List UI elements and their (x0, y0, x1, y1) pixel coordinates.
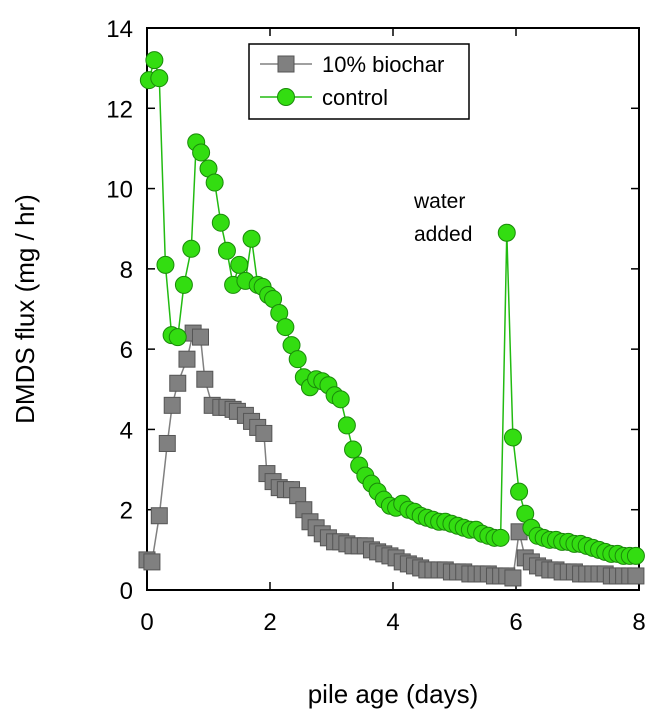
data-point-10-biochar (169, 374, 187, 392)
data-point-control (211, 213, 230, 232)
data-point-control (242, 229, 261, 248)
annotation-line-2: added (414, 223, 472, 246)
annotation-line-1: water (413, 190, 465, 213)
data-point-control (182, 239, 201, 258)
data-point-control (217, 241, 236, 260)
data-point-control (331, 390, 350, 409)
y-tick-label: 0 (120, 578, 133, 605)
data-point-10-biochar (504, 569, 522, 587)
y-axis-label: DMDS flux (mg / hr) (10, 194, 40, 424)
legend-label-biochar: 10% biochar (322, 52, 444, 77)
legend: 10% biochar control (248, 43, 470, 120)
data-point-10-biochar (143, 553, 161, 571)
x-tick-label: 6 (509, 609, 522, 636)
data-point-control (145, 51, 164, 70)
data-point-10-biochar (255, 424, 273, 442)
x-tick-label: 8 (632, 609, 645, 636)
y-tick-label: 12 (106, 96, 133, 123)
data-point-control (510, 482, 529, 501)
series-line-control (148, 57, 636, 557)
data-point-control (288, 350, 307, 369)
data-point-10-biochar (196, 370, 214, 388)
legend-marker-control (277, 88, 295, 106)
data-point-control (230, 255, 249, 274)
legend-label-control: control (322, 85, 388, 110)
data-point-10-biochar (150, 507, 168, 525)
data-point-control (344, 440, 363, 459)
axis-ticks: 0 2 4 6 8 0 2 4 6 8 10 12 14 (106, 16, 645, 636)
data-point-control (192, 143, 211, 162)
data-point-control (503, 428, 522, 447)
x-tick-label: 4 (386, 609, 399, 636)
data-point-10-biochar (627, 567, 645, 585)
y-tick-label: 2 (120, 498, 133, 525)
data-point-10-biochar (178, 350, 196, 368)
data-point-control (491, 528, 510, 547)
data-point-control (337, 416, 356, 435)
y-tick-label: 6 (120, 337, 133, 364)
data-point-control (626, 546, 645, 565)
y-tick-label: 14 (106, 16, 133, 43)
y-tick-label: 10 (106, 177, 133, 204)
data-point-control (205, 173, 224, 192)
x-axis-label: pile age (days) (308, 679, 479, 709)
data-point-control (276, 318, 295, 337)
legend-marker-biochar (277, 55, 295, 73)
data-point-control (168, 328, 187, 347)
data-point-control (174, 275, 193, 294)
series-marks (138, 51, 645, 587)
data-point-10-biochar (158, 434, 176, 452)
data-point-control (156, 255, 175, 274)
y-tick-label: 8 (120, 257, 133, 284)
data-point-control (497, 223, 516, 242)
data-point-control (150, 69, 169, 88)
data-point-10-biochar (163, 396, 181, 414)
x-tick-label: 2 (263, 609, 276, 636)
y-tick-label: 4 (120, 417, 133, 444)
data-point-10-biochar (192, 328, 210, 346)
x-tick-label: 0 (140, 609, 153, 636)
